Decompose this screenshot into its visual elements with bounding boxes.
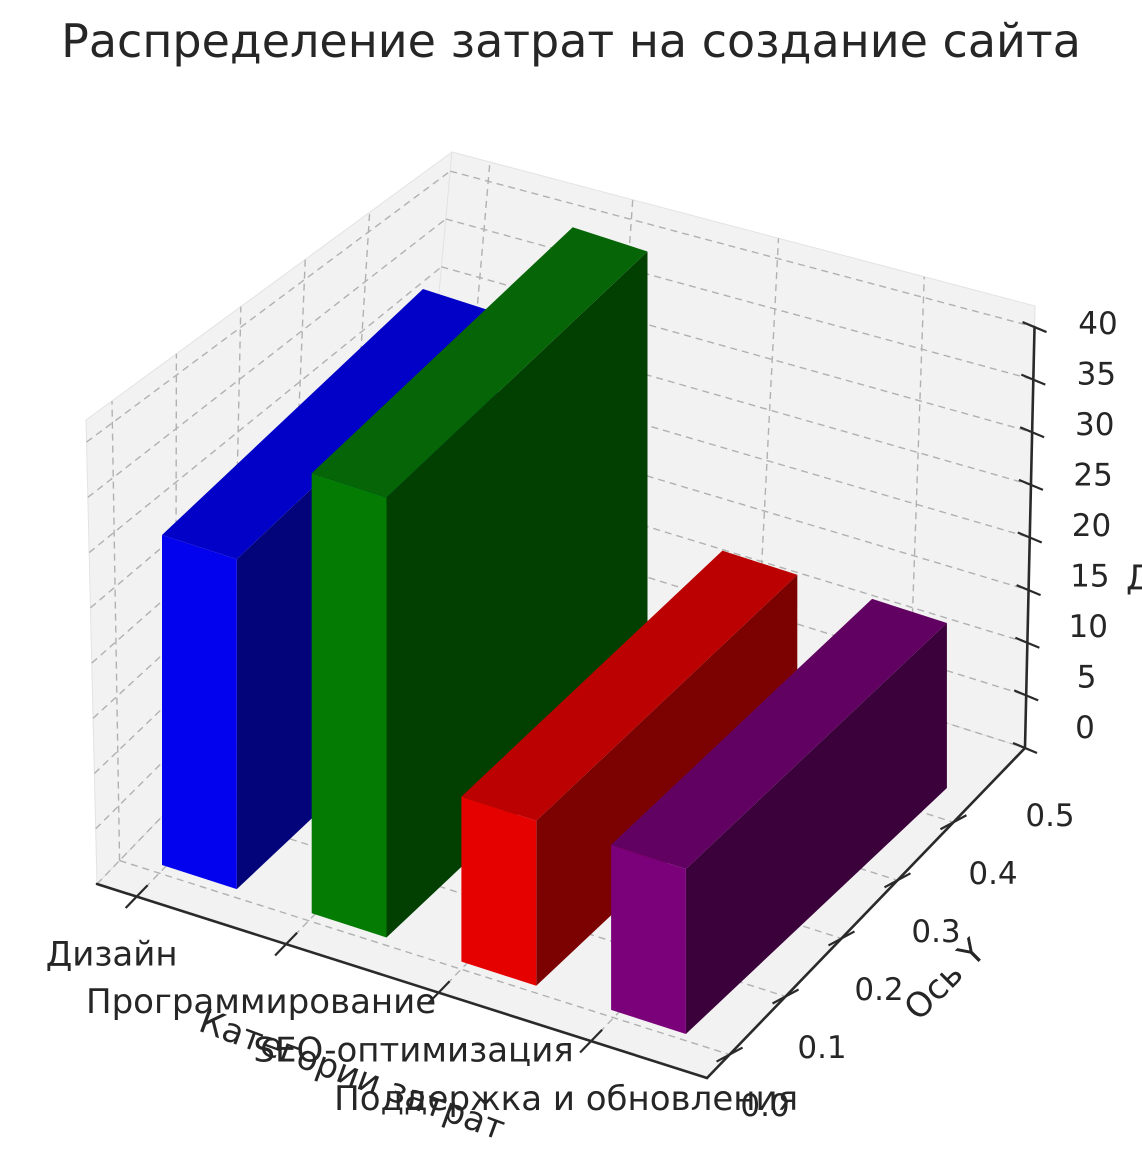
z-grid-line	[450, 170, 1035, 328]
y-tick-mark	[772, 988, 800, 1005]
z-tick-label: 20	[1072, 508, 1111, 544]
z-tick-mark	[1018, 478, 1044, 491]
z-tick-label: 10	[1069, 609, 1108, 645]
z-grid-line	[86, 170, 451, 443]
bar-top-face	[461, 550, 798, 821]
y-tick-mark	[716, 1046, 744, 1063]
y-tick-label: 0.2	[854, 972, 903, 1008]
x-tick-mark	[426, 980, 451, 1005]
bar-front-face	[162, 535, 237, 890]
z-grid-line	[432, 361, 1030, 539]
ticks	[124, 321, 1047, 1063]
bar-top-face	[311, 227, 648, 498]
z-tick-label: 0	[1075, 710, 1095, 746]
x-tick-mark	[124, 884, 149, 909]
z-axis-label-fragment: Д	[1126, 558, 1142, 598]
z-grid-line	[87, 218, 447, 498]
y-tick-label: 0.5	[1025, 798, 1074, 834]
y-tick-mark	[827, 930, 856, 947]
z-grid-line	[445, 218, 1034, 381]
y-grid-line	[111, 400, 121, 861]
z-tick-mark	[1016, 584, 1041, 597]
bar-1	[311, 227, 648, 938]
z-grid-line	[93, 457, 425, 775]
bar-front-face	[611, 844, 686, 1034]
z-tick-label: 5	[1077, 660, 1097, 696]
z-tick-label: 35	[1077, 357, 1116, 393]
x-axis-spine	[95, 882, 709, 1080]
z-grid-line	[428, 409, 1029, 591]
bar-side-face	[536, 574, 798, 986]
x-tick-mark	[274, 931, 298, 957]
bar-side-face	[386, 251, 648, 938]
z-tick-mark	[1020, 373, 1046, 386]
z-grid-line	[92, 409, 429, 719]
x-tick-label: Программирование	[86, 982, 436, 1022]
y-tick-label: 0.4	[968, 856, 1017, 892]
x-grid-line	[453, 161, 491, 567]
z-tick-mark	[1019, 426, 1045, 439]
z-tick-mark	[1022, 321, 1047, 334]
z-tick-mark	[1012, 741, 1038, 755]
bar-front-face	[311, 473, 387, 938]
tick-labels: 0 5 10 15 20 25 30 35 40 0.00.10.20.30.40.5 Дизайн…	[46, 306, 1118, 1124]
z-tick-mark	[1014, 636, 1040, 649]
z-tick-mark	[1013, 689, 1039, 702]
z-tick-mark	[1017, 531, 1043, 544]
y-tick-mark	[883, 872, 912, 889]
bar-2	[461, 550, 798, 986]
x-tick-label: Поддержка и обновления	[334, 1079, 798, 1119]
y-tick-mark	[939, 814, 967, 831]
z-grid-line	[423, 457, 1028, 644]
z-tick-label: 15	[1070, 559, 1109, 595]
x-tick-mark	[579, 1028, 603, 1054]
z-tick-label: 40	[1078, 306, 1117, 342]
x-tick-label: Дизайн	[46, 935, 178, 975]
y-tick-label: 0.1	[797, 1030, 846, 1066]
y-tick-label: 0.0	[740, 1088, 789, 1124]
x-tick-label: SEO-оптимизация	[253, 1031, 573, 1071]
chart-title: Распределение затрат на создание сайта	[61, 14, 1081, 68]
z-tick-label: 25	[1073, 458, 1112, 494]
bar-front-face	[461, 796, 537, 986]
bar-3	[611, 598, 947, 1034]
z-grid-line	[88, 266, 442, 554]
y-axis-spine	[705, 746, 1027, 1080]
bar-top-face	[611, 598, 947, 869]
bar-top-face	[162, 289, 498, 560]
y-grid-line	[119, 859, 730, 1056]
y-tick-label: 0.3	[911, 914, 960, 950]
bar-side-face	[685, 623, 947, 1034]
z-tick-label: 30	[1075, 407, 1114, 443]
x-grid-line	[755, 238, 780, 663]
